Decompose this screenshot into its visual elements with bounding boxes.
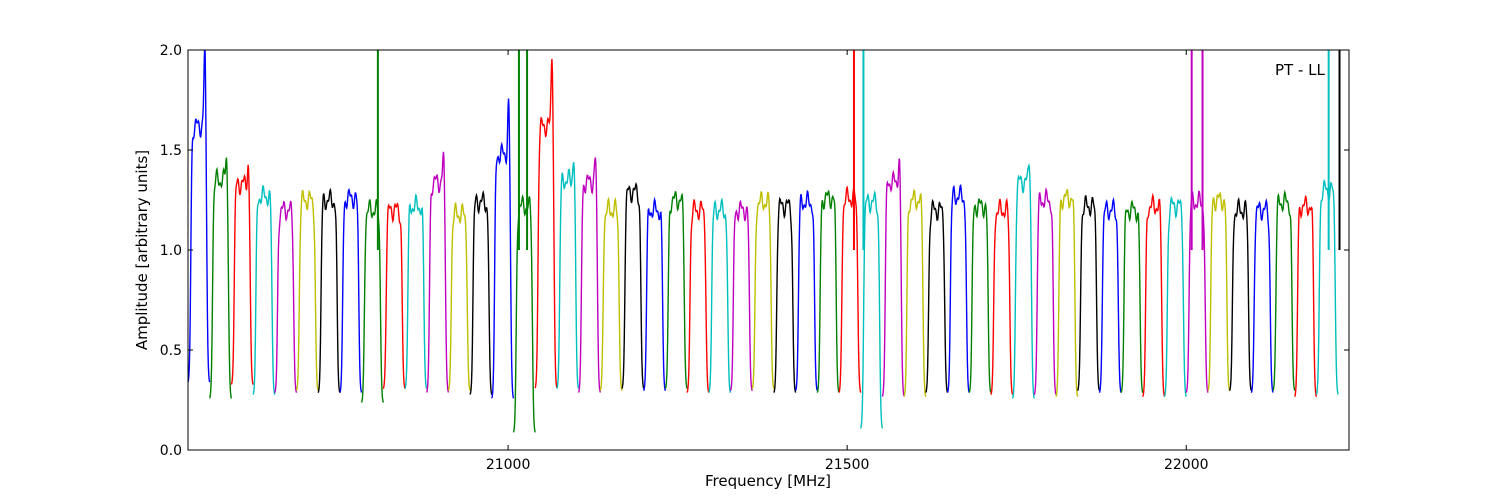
channel-series-line <box>209 157 233 399</box>
channel-series-line <box>404 193 428 389</box>
y-axis-title: Amplitude [arbitrary units] <box>133 150 151 350</box>
channel-series-line <box>946 183 970 393</box>
x-axis-title: Frequency [MHz] <box>705 472 831 490</box>
channel-series-line <box>512 194 536 433</box>
y-tick-label: 0.5 <box>160 343 182 359</box>
channel-series-line <box>534 58 558 389</box>
channel-series-line <box>1163 195 1187 397</box>
channel-series-line <box>1142 192 1166 397</box>
channel-series-line <box>1228 196 1253 391</box>
y-tick-label: 1.5 <box>160 143 182 159</box>
channel-series-line <box>1272 189 1296 391</box>
channel-series-line <box>295 189 319 391</box>
channel-series-line <box>729 199 753 391</box>
channel-series-line <box>274 200 298 393</box>
channel-series-line <box>621 181 645 389</box>
channel-series-line <box>643 196 667 391</box>
channel-series-line <box>925 198 949 393</box>
channel-series-line <box>188 50 211 383</box>
channel-series-line <box>252 185 276 395</box>
channel-series-line <box>491 98 515 399</box>
channel-series-line <box>556 162 580 389</box>
chart-annotation: PT - LL <box>1275 61 1326 79</box>
channel-series-line <box>838 185 862 393</box>
channel-series-line <box>599 196 623 391</box>
channel-series-line <box>577 157 601 393</box>
channel-series-line <box>1011 163 1036 399</box>
channel-series-line <box>664 191 688 389</box>
tick-layer: 21000 21500 22000 0.0 0.5 1.0 1.5 2.0 <box>160 43 1349 473</box>
channel-series-line <box>230 164 254 385</box>
channel-series-line <box>881 158 905 397</box>
series-layer <box>188 50 1341 433</box>
channel-series-line <box>469 189 493 395</box>
channel-series-line <box>1315 179 1339 395</box>
channel-series-line <box>317 187 341 393</box>
channel-series-line <box>382 202 406 389</box>
channel-series-line <box>360 199 384 403</box>
channel-series-line <box>794 189 819 391</box>
channel-series-line <box>339 188 363 393</box>
channel-series-line <box>903 188 927 397</box>
channel-series-line <box>773 196 797 393</box>
channel-series-line <box>1098 197 1122 393</box>
y-tick-label: 2.0 <box>160 43 182 59</box>
channel-series-line <box>990 197 1014 395</box>
channel-series-line <box>1294 195 1318 397</box>
plot-background <box>188 50 1349 450</box>
channel-series-line <box>426 151 450 393</box>
channel-series-line <box>1120 199 1144 393</box>
x-tick-label: 21000 <box>486 457 531 473</box>
y-tick-label: 1.0 <box>160 243 182 259</box>
y-tick-label: 0.0 <box>160 443 182 459</box>
channel-series-line <box>1077 195 1101 391</box>
channel-series-line <box>447 201 471 391</box>
channel-series-line <box>968 198 992 393</box>
channel-series-line <box>686 199 710 393</box>
channel-series-line <box>1033 187 1057 395</box>
channel-series-line <box>816 189 840 393</box>
channel-series-line <box>708 197 732 393</box>
channel-series-line <box>1207 191 1231 391</box>
x-tick-label: 21500 <box>825 457 870 473</box>
channel-series-line <box>1055 189 1079 397</box>
channel-series-line <box>1250 198 1274 393</box>
x-tick-label: 22000 <box>1164 457 1209 473</box>
channel-series-line <box>751 191 775 389</box>
channel-series-line <box>1185 190 1209 393</box>
